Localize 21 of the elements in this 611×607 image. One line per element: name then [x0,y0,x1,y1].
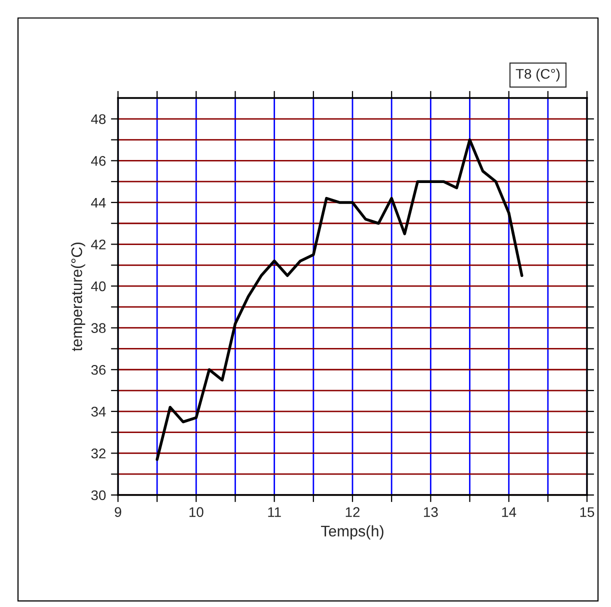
line-series [156,138,524,461]
y-tick-label: 40 [91,281,106,292]
x-tick-label: 14 [502,507,516,517]
x-axis-title: Temps(h) [321,525,384,540]
y-tick-label: 42 [91,240,106,250]
y-tick-label: 36 [91,364,106,375]
y-tick-label: 34 [91,406,106,417]
x-tick-label: 10 [190,507,204,518]
y-tick-label: 48 [91,114,106,124]
y-tick-label: 46 [91,156,106,166]
y-tick-label: 32 [91,448,106,458]
y-tick-label: 38 [91,323,106,334]
x-tick-label: 11 [268,507,281,517]
x-tick-label: 12 [346,507,360,517]
y-axis-title: temperature(°C) [70,242,86,352]
text: T8 (C°) [516,68,560,82]
x-tick-label: 9 [114,507,122,518]
y-tick-label: 30 [91,490,106,500]
x-tick-label: 13 [424,507,438,518]
x-tick-label: 15 [580,507,594,518]
y-tick-label: 44 [91,198,106,208]
